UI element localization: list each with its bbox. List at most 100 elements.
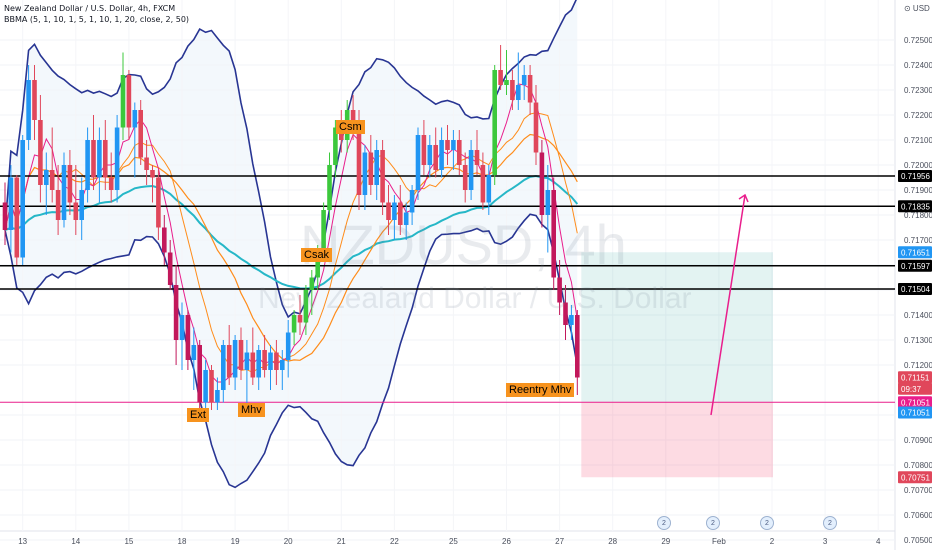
candle-body [26, 80, 31, 140]
candle-body [232, 340, 238, 378]
economic-event-icon[interactable]: 2 [760, 516, 774, 530]
candle-body [91, 140, 96, 178]
candle-body [291, 315, 297, 333]
candle-body [85, 140, 90, 190]
candle-body [563, 302, 568, 325]
y-tick-label: 0.70700 [904, 486, 932, 495]
reentry-label: Reentry Mhv [506, 383, 575, 397]
candle-body [114, 127, 120, 190]
candle-body [167, 252, 173, 285]
level-price-label: 0.71835 [901, 202, 930, 211]
candle-body [492, 70, 497, 175]
candle-body [132, 110, 138, 128]
candle-body [185, 315, 191, 360]
price-tag-label: 0.71051 [901, 398, 930, 407]
candle-body [533, 102, 539, 153]
bollinger-band-fill [5, 0, 578, 488]
candle-body [14, 177, 20, 258]
price-tag-label-box [898, 246, 932, 259]
y-tick-label: 0.72100 [904, 136, 932, 145]
x-tick-label: 21 [337, 537, 346, 546]
y-tick-label: 0.71700 [904, 236, 932, 245]
x-tick-label: 29 [661, 537, 670, 546]
candle-body [474, 150, 480, 165]
economic-event-icon[interactable]: 2 [706, 516, 720, 530]
y-tick-label: 0.72200 [904, 111, 932, 120]
x-tick-label: 20 [284, 537, 293, 546]
candle-body [462, 165, 468, 190]
candle-body [398, 202, 403, 225]
projection-arrow-head [738, 193, 749, 203]
candle-body [274, 352, 279, 370]
candle-body [374, 150, 379, 185]
x-tick-label: 26 [502, 537, 511, 546]
csm-label: Csm [336, 120, 365, 134]
x-tick-label: 28 [608, 537, 617, 546]
candle-body [380, 150, 385, 203]
candle-body [457, 140, 462, 165]
candle-body [49, 170, 55, 190]
economic-event-icon[interactable]: 2 [823, 516, 837, 530]
y-tick-label: 0.71400 [904, 311, 932, 320]
level-price-label-box [898, 200, 932, 213]
candle-body [67, 165, 73, 203]
candle-body [321, 210, 326, 250]
price-tag-label: 0.70751 [901, 473, 930, 482]
y-tick-label: 0.71200 [904, 361, 932, 370]
candle-body [79, 190, 84, 220]
candle-body [315, 250, 320, 278]
candle-body [108, 177, 114, 190]
bollinger-upper-line [4, 0, 577, 319]
candle-body [97, 140, 102, 178]
y-tick-label: 0.72500 [904, 36, 932, 45]
projection-arrow-line [710, 194, 746, 416]
candle-body [162, 227, 167, 253]
price-axis-background [895, 0, 932, 550]
candle-body [268, 352, 273, 370]
y-tick-label: 0.70600 [904, 511, 932, 520]
target-zone [581, 252, 773, 403]
candle-body [138, 110, 143, 158]
x-tick-label: 13 [18, 537, 27, 546]
candle-body [433, 145, 438, 170]
candle-body [203, 370, 208, 403]
candle-body [32, 80, 37, 120]
candle-body [61, 165, 67, 220]
candle-body [44, 170, 49, 185]
candle-body [445, 140, 450, 150]
x-tick-label: 15 [124, 537, 133, 546]
x-tick-label: Feb [712, 537, 726, 546]
candle-body [403, 212, 409, 225]
candle-body [409, 190, 415, 213]
candle-body [451, 140, 456, 150]
candle-body [244, 352, 250, 370]
candle-body [539, 152, 545, 215]
x-tick-label: 25 [449, 537, 458, 546]
price-tag-label-box [898, 382, 932, 395]
x-tick-label: 19 [231, 537, 240, 546]
economic-event-icon[interactable]: 2 [657, 516, 671, 530]
csak-label: Csak [301, 248, 333, 262]
candle-body [2, 202, 8, 230]
candle-body [521, 75, 527, 85]
candle-body [486, 175, 492, 203]
candle-body [197, 345, 202, 403]
level-price-label-box [898, 283, 932, 295]
y-tick-label: 0.72300 [904, 86, 932, 95]
y-tick-label: 0.70900 [904, 436, 932, 445]
x-tick-label: 2 [770, 537, 775, 546]
y-tick-label: 0.72000 [904, 161, 932, 170]
level-price-label-box [898, 259, 932, 272]
candle-body [179, 315, 185, 340]
indicator-legend[interactable]: BBMA (5, 1, 10, 1, 5, 1, 10, 1, 20, clos… [4, 15, 190, 24]
candle-body [569, 315, 574, 325]
candle-body [439, 140, 444, 170]
candle-body [238, 340, 244, 370]
candle-body [144, 157, 149, 170]
candle-body [215, 390, 220, 403]
candle-body [468, 150, 474, 190]
candle-body [575, 315, 580, 378]
price-tag-label: 0.71051 [901, 409, 930, 418]
chart-title: New Zealand Dollar / U.S. Dollar, 4h, FX… [4, 4, 176, 13]
